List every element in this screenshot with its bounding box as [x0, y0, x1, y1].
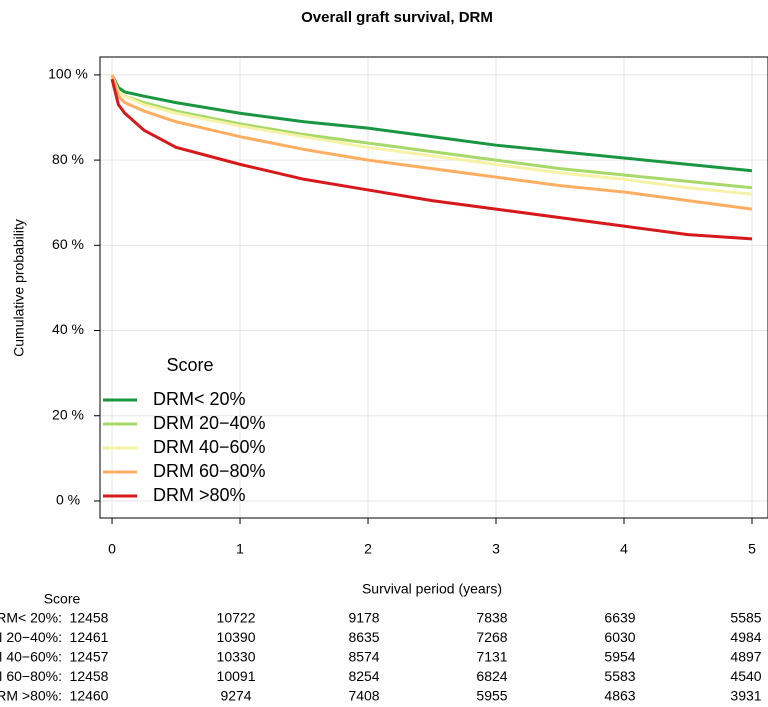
- risk-count: 8254: [348, 668, 379, 684]
- risk-count: 6639: [604, 610, 635, 626]
- y-tick-label: 20 %: [52, 406, 84, 422]
- x-tick-label: 5: [748, 541, 756, 557]
- risk-count: 12457: [70, 649, 109, 665]
- risk-table-title: Score: [44, 591, 81, 607]
- risk-count: 4984: [730, 629, 761, 645]
- risk-count: 4897: [730, 649, 761, 665]
- risk-count: 10330: [217, 649, 256, 665]
- x-tick-label: 4: [620, 541, 628, 557]
- risk-count: 4540: [730, 668, 761, 684]
- x-tick-label: 1: [236, 541, 244, 557]
- risk-count: 5954: [604, 649, 635, 665]
- x-tick-label: 2: [364, 541, 372, 557]
- risk-count: 9274: [220, 688, 251, 704]
- y-tick-label: 60 %: [52, 236, 84, 252]
- risk-count: 7838: [476, 610, 507, 626]
- y-tick-label: 100 %: [48, 66, 88, 82]
- risk-count: 10091: [217, 668, 256, 684]
- legend-label: DRM >80%: [153, 485, 246, 505]
- survival-curve: [110, 74, 753, 173]
- risk-count: 7408: [348, 688, 379, 704]
- survival-curve: [110, 74, 753, 196]
- legend-label: DRM< 20%: [153, 389, 246, 409]
- chart-title: Overall graft survival, DRM: [301, 9, 493, 26]
- risk-count: 12460: [70, 688, 109, 704]
- survival-curve: [110, 74, 753, 211]
- survival-curve: [110, 78, 753, 241]
- risk-count: 12458: [70, 610, 109, 626]
- risk-count: 9178: [348, 610, 379, 626]
- risk-count: 8574: [348, 649, 379, 665]
- risk-count: 5585: [730, 610, 761, 626]
- x-axis-label: Survival period (years): [362, 581, 502, 597]
- risk-count: 3931: [730, 688, 761, 704]
- risk-count: 10390: [217, 629, 256, 645]
- y-tick-label: 40 %: [52, 321, 84, 337]
- risk-row-label: DRM< 20%:: [0, 610, 62, 626]
- legend-label: DRM 60−80%: [153, 461, 266, 481]
- risk-count: 7131: [476, 649, 507, 665]
- y-tick-label: 0 %: [56, 492, 80, 508]
- risk-count: 6824: [476, 668, 507, 684]
- x-tick-label: 0: [108, 541, 116, 557]
- risk-row-label: DRM 60−80%:: [0, 668, 62, 684]
- legend-label: DRM 20−40%: [153, 413, 266, 433]
- risk-count: 10722: [217, 610, 256, 626]
- risk-count: 7268: [476, 629, 507, 645]
- risk-count: 12458: [70, 668, 109, 684]
- survival-curve: [110, 74, 753, 190]
- risk-row-label: DRM >80%:: [0, 688, 62, 704]
- risk-count: 12461: [70, 629, 109, 645]
- risk-count: 6030: [604, 629, 635, 645]
- risk-count: 8635: [348, 629, 379, 645]
- risk-row-label: DRM 20−40%:: [0, 629, 62, 645]
- risk-count: 5955: [476, 688, 507, 704]
- y-tick-label: 80 %: [52, 151, 84, 167]
- legend-label: DRM 40−60%: [153, 437, 266, 457]
- risk-count: 4863: [604, 688, 635, 704]
- y-axis-label: Cumulative probability: [11, 219, 27, 357]
- x-tick-label: 3: [492, 541, 500, 557]
- legend-title: Score: [166, 355, 213, 375]
- plot-frame: [99, 56, 768, 519]
- risk-count: 5583: [604, 668, 635, 684]
- risk-row-label: DRM 40−60%:: [0, 649, 62, 665]
